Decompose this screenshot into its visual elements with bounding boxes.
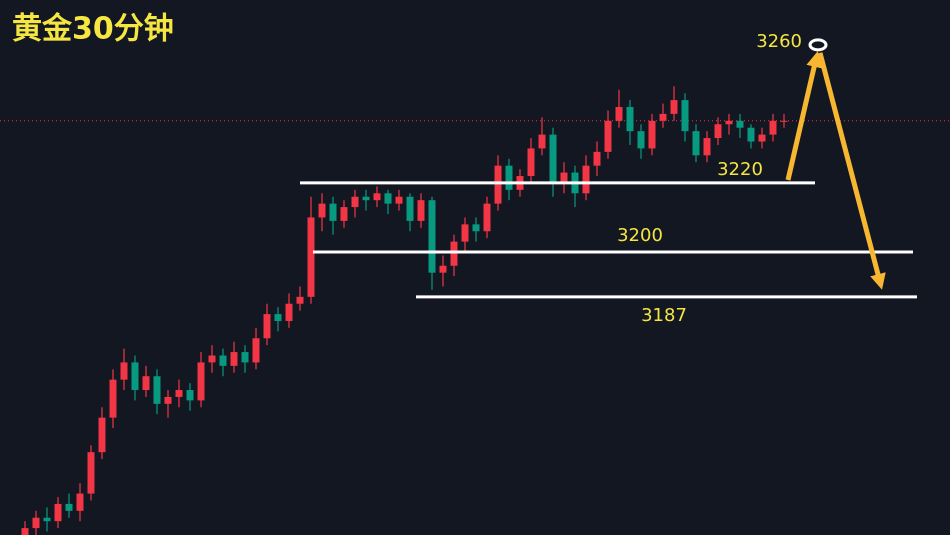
level-label: 3220 [717,159,763,180]
candle-body [450,241,458,266]
candle-body [472,224,480,232]
candle-body [582,165,590,194]
candle-body [494,165,502,204]
candle-body [692,131,700,156]
candle-body [21,528,29,535]
candle-body [714,124,722,139]
candle-body [703,138,711,156]
candle-body [197,362,205,401]
candle-body [428,200,436,273]
candle-body [395,196,403,204]
candle-body [384,193,392,204]
candle-body [362,196,370,201]
candle-body [142,376,150,391]
candle-body [461,224,469,242]
candle-body [681,100,689,132]
chart-title: 黄金30分钟 [12,12,174,47]
target-label: 3260 [756,31,802,52]
candle-body [780,120,788,122]
candle-body [725,120,733,125]
candle-body [373,193,381,201]
candle-body [670,100,678,114]
candle-body [340,207,348,221]
candle-body [32,517,40,529]
candle-body [615,107,623,121]
candle-body [307,217,315,297]
candle-body [417,200,425,221]
candle-body [505,165,513,190]
candle-body [626,107,634,132]
candle-body [164,396,172,404]
candle-body [186,390,194,401]
candle-body [54,503,62,522]
candle-body [736,120,744,128]
candle-body [538,134,546,149]
candle-body [329,203,337,221]
candle-body [219,355,227,366]
candle-body [109,379,117,418]
plot-area: 3220 3200 3187 3260 [0,31,950,535]
candle-body [43,517,51,522]
candle-body [230,352,238,366]
candle-body [252,338,260,363]
candle-body [593,151,601,166]
candle-body [120,362,128,380]
candle-body [637,131,645,149]
candle-body [285,303,293,321]
candle-body [604,120,612,152]
candle-body [560,172,568,183]
candle-body [65,503,73,511]
candle-body [76,493,84,511]
candle-body [747,127,755,142]
candle-body [87,452,95,494]
arrow-up [785,51,822,181]
candle-body [527,148,535,177]
candle-body [175,390,183,397]
candle-body [769,120,777,135]
candle-body [483,203,491,232]
candle-body [241,352,249,363]
candle-body [153,376,161,404]
arrow-down [817,52,886,290]
candle-body [263,314,271,339]
candle-body [758,134,766,142]
candle-body [439,265,447,273]
target-marker [808,38,828,52]
candle-body [659,113,667,121]
candle-body [274,314,282,321]
candle-body [648,120,656,149]
candle-body [208,355,216,363]
candle-body [549,134,557,183]
candle-body [131,362,139,391]
level-label: 3200 [617,225,663,246]
candle-body [351,196,359,208]
candle-body [98,417,106,453]
candle-body [318,203,326,218]
level-label: 3187 [641,305,687,326]
candle-body [296,296,304,304]
candle-body [406,196,414,221]
